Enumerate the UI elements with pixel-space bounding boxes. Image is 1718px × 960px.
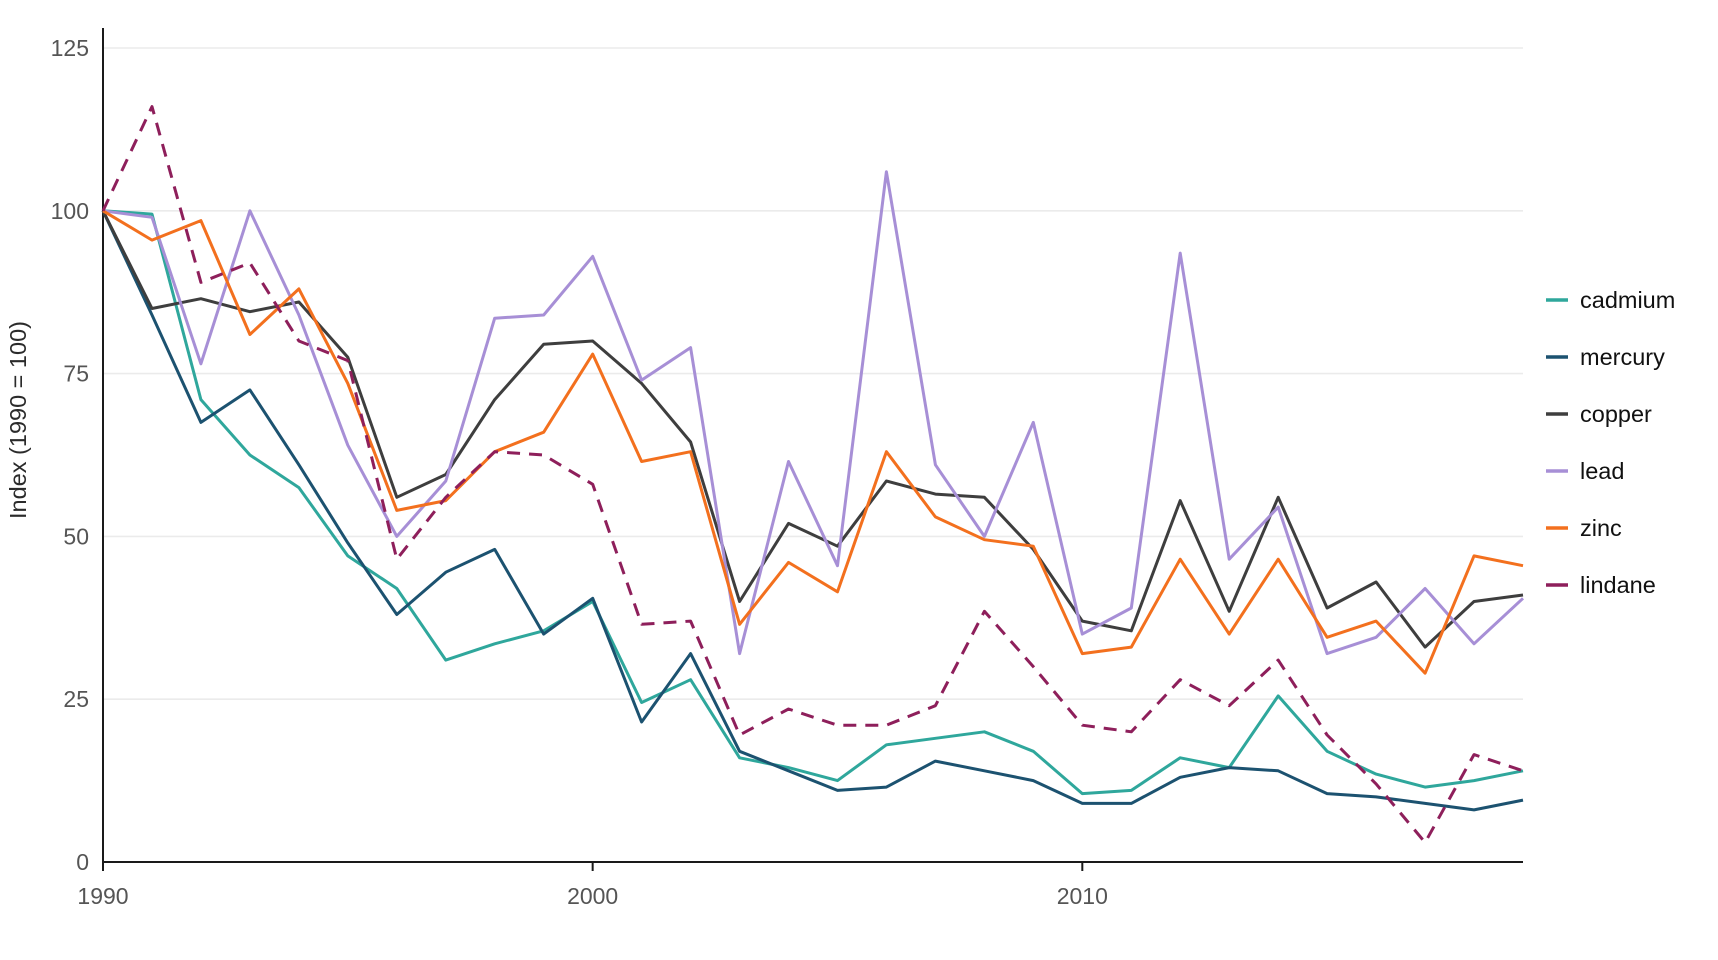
legend-item-copper: copper	[1546, 401, 1652, 427]
series-line-zinc	[102, 209, 1524, 675]
legend-item-zinc: zinc	[1546, 515, 1622, 541]
x-tick-label-2010: 2010	[1057, 883, 1108, 909]
y-tick-label-125: 125	[51, 35, 89, 61]
y-tick-label-100: 100	[51, 198, 89, 224]
axes-layer: 0 25 50 75 100 125 1990 2000 2010	[51, 28, 1523, 909]
series-line-lindane	[101, 105, 1524, 844]
series-line-cadmium	[102, 209, 1524, 796]
x-tick-label-2000: 2000	[567, 883, 618, 909]
series-layer	[101, 105, 1525, 844]
x-tick-label-1990: 1990	[77, 883, 128, 909]
legend-label-lead: lead	[1580, 458, 1624, 484]
legend: cadmium mercury copper lead zinc lindane	[1546, 287, 1675, 598]
y-axis-title: Index (1990 = 100)	[5, 321, 31, 519]
legend-item-lindane: lindane	[1546, 572, 1656, 598]
legend-item-lead: lead	[1546, 458, 1624, 484]
series-line-copper	[101, 210, 1524, 649]
y-tick-label-75: 75	[63, 361, 89, 387]
legend-label-lindane: lindane	[1580, 572, 1656, 598]
series-line-lead	[102, 170, 1525, 656]
series-line-mercury	[101, 210, 1524, 812]
legend-item-cadmium: cadmium	[1546, 287, 1675, 313]
y-tick-label-50: 50	[63, 523, 89, 549]
y-tick-label-25: 25	[63, 686, 89, 712]
legend-label-copper: copper	[1580, 401, 1652, 427]
gridlines-layer	[103, 47, 1523, 701]
legend-label-cadmium: cadmium	[1580, 287, 1675, 313]
legend-label-mercury: mercury	[1580, 344, 1665, 370]
y-tick-label-0: 0	[76, 849, 89, 875]
legend-label-zinc: zinc	[1580, 515, 1622, 541]
legend-item-mercury: mercury	[1546, 344, 1665, 370]
